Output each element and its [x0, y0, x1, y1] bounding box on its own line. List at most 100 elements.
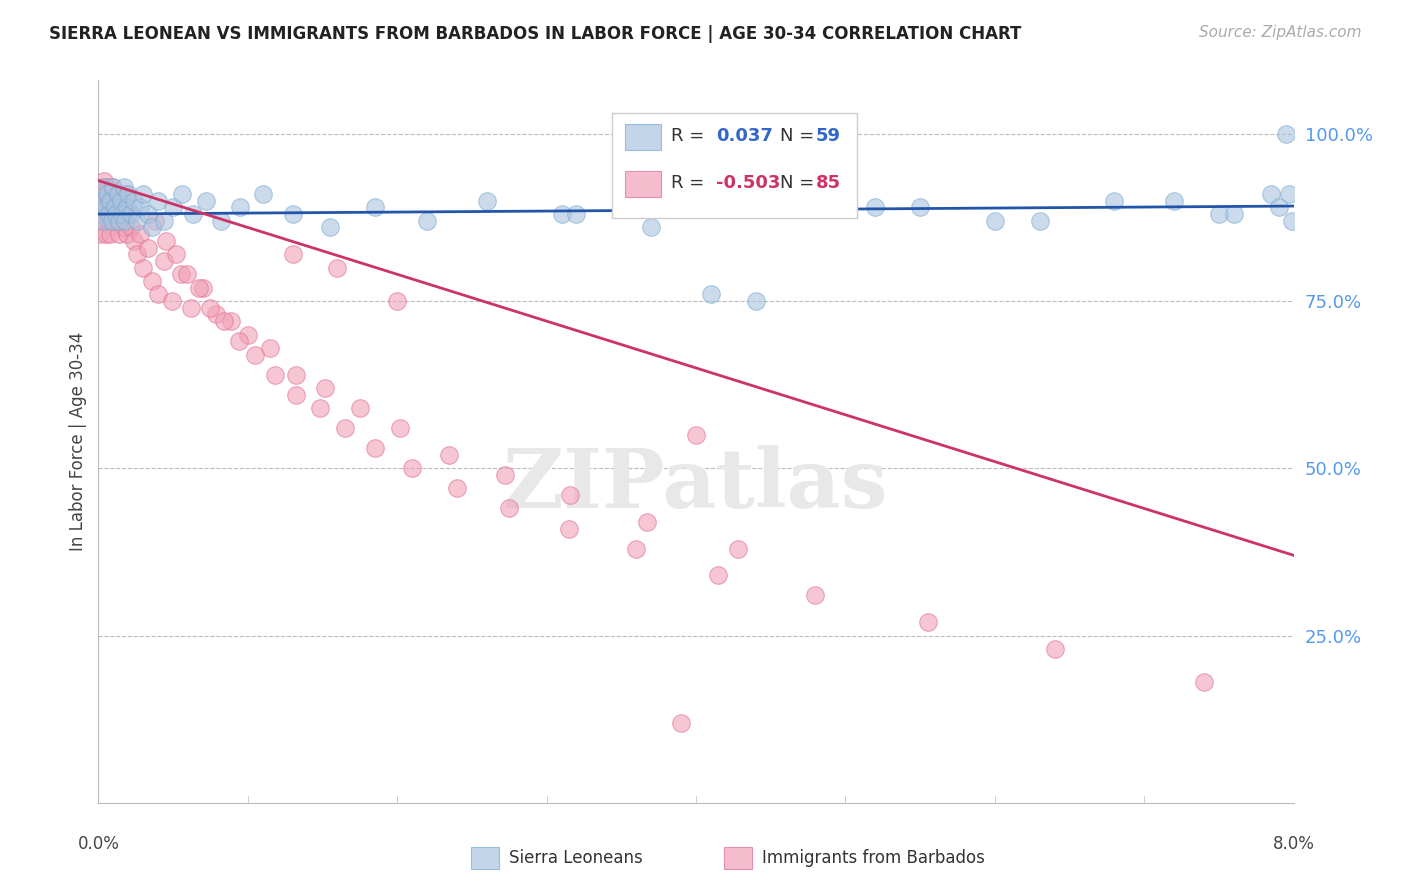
Point — [385, 294, 409, 309]
Point — [93, 180, 115, 194]
Point — [1223, 207, 1246, 221]
Text: Immigrants from Barbados: Immigrants from Barbados — [762, 849, 986, 867]
Point — [141, 274, 163, 288]
Point — [498, 501, 520, 516]
Point — [110, 201, 132, 215]
Point — [111, 207, 134, 221]
Point — [97, 214, 120, 228]
Point — [115, 227, 138, 242]
Point — [93, 207, 115, 221]
Point — [181, 207, 204, 221]
Point — [221, 314, 243, 328]
Point — [105, 207, 128, 221]
Point — [259, 341, 281, 355]
Point — [101, 180, 124, 194]
Point — [1278, 187, 1301, 202]
Point — [333, 421, 356, 435]
Point — [124, 194, 146, 208]
Point — [117, 187, 139, 202]
Text: N =: N = — [780, 174, 820, 192]
Point — [136, 241, 159, 255]
Point — [143, 214, 166, 228]
Point — [98, 194, 121, 208]
Point — [191, 281, 214, 295]
Point — [91, 187, 114, 202]
Point — [984, 214, 1007, 228]
Point — [96, 180, 118, 194]
Point — [94, 201, 117, 215]
Point — [127, 214, 149, 228]
Point — [107, 187, 129, 202]
Point — [865, 201, 887, 215]
Point — [475, 194, 498, 208]
Point — [389, 421, 412, 435]
Point — [908, 201, 931, 215]
Point — [103, 180, 125, 194]
Text: 59: 59 — [815, 127, 841, 145]
Point — [117, 207, 139, 221]
Point — [1104, 194, 1126, 208]
Point — [176, 268, 198, 282]
Point — [439, 448, 461, 462]
Text: 8.0%: 8.0% — [1272, 835, 1315, 854]
Point — [494, 467, 516, 482]
Point — [114, 214, 136, 228]
Point — [103, 194, 125, 208]
Text: Sierra Leoneans: Sierra Leoneans — [509, 849, 643, 867]
Point — [93, 173, 115, 188]
Point — [132, 260, 155, 275]
Point — [97, 187, 120, 202]
Point — [1163, 194, 1185, 208]
Point — [1192, 675, 1215, 690]
Point — [212, 314, 235, 328]
Text: SIERRA LEONEAN VS IMMIGRANTS FROM BARBADOS IN LABOR FORCE | AGE 30-34 CORRELATIO: SIERRA LEONEAN VS IMMIGRANTS FROM BARBAD… — [49, 25, 1022, 43]
Point — [446, 482, 468, 496]
Point — [132, 187, 155, 202]
Point — [96, 207, 118, 221]
Point — [187, 281, 209, 295]
Point — [349, 401, 371, 416]
Point — [148, 194, 170, 208]
Point — [165, 247, 187, 261]
Point — [98, 194, 122, 208]
Point — [229, 201, 252, 215]
Point — [90, 201, 112, 215]
Point — [98, 227, 122, 242]
Point — [101, 214, 124, 228]
Point — [669, 715, 692, 730]
Point — [263, 368, 285, 382]
Point — [162, 201, 184, 215]
Point — [115, 201, 138, 215]
Point — [169, 268, 191, 282]
Point — [108, 227, 131, 242]
Point — [89, 207, 111, 221]
Point — [284, 387, 307, 401]
Point — [127, 247, 149, 261]
Point — [209, 214, 232, 228]
Point — [364, 442, 387, 455]
Point — [550, 207, 572, 221]
Point — [105, 214, 128, 228]
Point — [124, 234, 146, 248]
Point — [120, 207, 142, 221]
Point — [108, 214, 131, 228]
Point — [155, 234, 177, 248]
Point — [700, 287, 723, 301]
Point — [90, 194, 112, 208]
Point — [141, 220, 163, 235]
Point — [1281, 214, 1303, 228]
Point — [281, 247, 304, 261]
Point — [160, 294, 183, 309]
Point — [172, 187, 194, 202]
Point — [104, 207, 127, 221]
Point — [364, 201, 387, 215]
Point — [315, 381, 337, 395]
Point — [129, 227, 152, 242]
Point — [1275, 127, 1298, 141]
Point — [101, 214, 124, 228]
Point — [153, 254, 176, 268]
Point — [1208, 207, 1230, 221]
Point — [89, 227, 111, 242]
Text: N =: N = — [780, 127, 820, 145]
Point — [560, 488, 582, 502]
